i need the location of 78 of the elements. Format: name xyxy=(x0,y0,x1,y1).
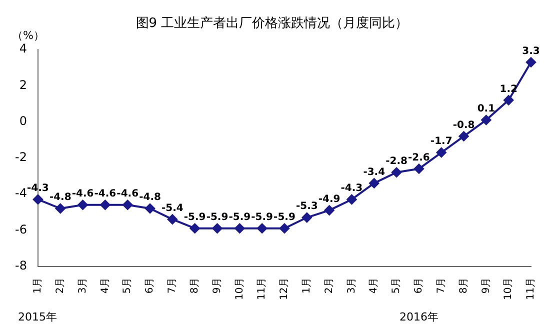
y-tick-label: 4 xyxy=(19,42,27,56)
x-tick-label: 1月 xyxy=(301,277,312,294)
data-label: -3.4 xyxy=(363,166,386,178)
data-label: -5.9 xyxy=(274,212,296,223)
point xyxy=(234,223,245,234)
point xyxy=(526,57,536,68)
point xyxy=(78,200,88,210)
data-label: -0.8 xyxy=(452,120,475,131)
y-tick-label: -2 xyxy=(14,150,27,164)
x-tick-label: 5月 xyxy=(122,277,134,294)
x-tick-label: 6月 xyxy=(144,277,156,294)
point xyxy=(257,223,268,234)
y-axis-title: （%） xyxy=(12,28,44,42)
y-tick-label: -6 xyxy=(14,222,27,236)
data-label: -4.8 xyxy=(139,192,161,204)
data-label: 3.3 xyxy=(522,46,540,57)
x-tick-label: 3月 xyxy=(77,277,88,294)
point xyxy=(55,203,66,214)
x-tick-label: 10月 xyxy=(234,277,246,300)
data-label: -5.9 xyxy=(184,212,206,223)
x-tick-label: 8月 xyxy=(458,277,470,294)
x-tick-label: 4月 xyxy=(100,277,111,294)
y-tick-label: -8 xyxy=(14,258,27,272)
x-tick-label: 11月 xyxy=(256,277,268,300)
y-tick-label: 2 xyxy=(19,78,27,92)
point xyxy=(392,167,402,178)
data-label: -2.8 xyxy=(386,156,408,167)
x-tick-label: 8月 xyxy=(189,277,200,294)
x-tick-label: 10月 xyxy=(503,277,514,300)
y-tick-label: 0 xyxy=(19,114,27,128)
chart-title: 图9 工业生产者出厂价格涨跌情况（月度同比） xyxy=(136,15,408,32)
x-tick-label: 1月 xyxy=(32,277,44,294)
data-label: -4.8 xyxy=(49,192,72,204)
point xyxy=(324,205,334,216)
point xyxy=(458,131,469,142)
point xyxy=(190,223,200,234)
y-tick-label: -4 xyxy=(14,186,27,200)
x-tick-label: 7月 xyxy=(436,277,447,294)
x-tick-label: 9月 xyxy=(480,277,492,294)
x-tick-label: 2月 xyxy=(324,277,335,294)
point xyxy=(167,214,178,224)
data-label: -5.3 xyxy=(296,201,318,212)
point xyxy=(346,194,357,204)
data-label: -4.6 xyxy=(116,188,139,200)
text: 2015年 xyxy=(18,310,57,324)
data-label: -1.7 xyxy=(430,136,452,148)
point xyxy=(481,115,492,126)
point xyxy=(414,164,424,174)
text: 2016年 xyxy=(399,310,438,324)
point xyxy=(100,200,110,210)
data-label: -5.9 xyxy=(206,212,228,223)
x-tick-label: 12月 xyxy=(279,277,290,300)
data-label: -2.6 xyxy=(408,152,430,164)
x-tick-label: 5月 xyxy=(391,277,402,294)
point xyxy=(145,203,156,214)
point xyxy=(279,223,290,234)
point xyxy=(302,212,312,223)
data-label: -5.4 xyxy=(161,202,184,214)
data-label: -4.3 xyxy=(340,183,363,194)
data-label: -5.9 xyxy=(228,212,251,223)
data-label: 0.1 xyxy=(477,104,496,115)
data-label: -4.6 xyxy=(72,188,94,200)
point xyxy=(504,95,514,106)
data-label: -4.6 xyxy=(94,188,116,200)
x-tick-label: 9月 xyxy=(212,277,223,294)
point xyxy=(212,223,222,234)
x-tick-label: 3月 xyxy=(346,277,358,294)
x-tick-label: 7月 xyxy=(167,277,178,294)
point xyxy=(122,200,133,210)
x-tick-label: 2月 xyxy=(54,277,66,294)
point xyxy=(369,178,380,188)
point xyxy=(32,194,43,204)
x-tick-label: 4月 xyxy=(368,277,380,294)
data-label: -4.9 xyxy=(318,194,340,205)
x-tick-label: 11月 xyxy=(526,277,537,300)
data-label: -5.9 xyxy=(251,212,274,223)
x-tick-label: 6月 xyxy=(414,277,425,294)
point xyxy=(436,148,446,158)
